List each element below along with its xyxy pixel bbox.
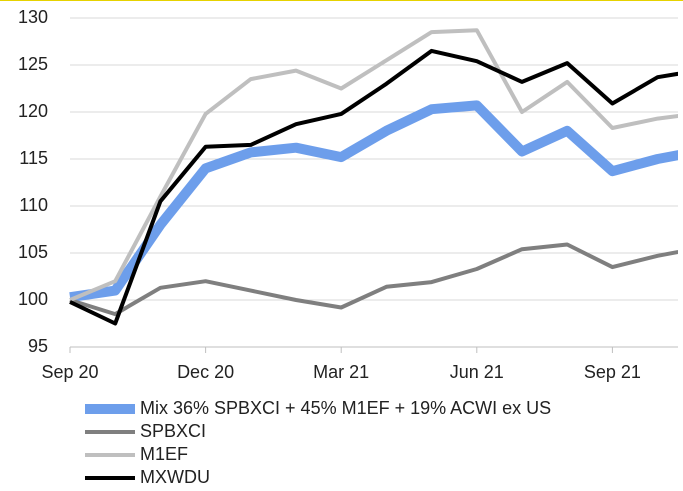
y-tick-label: 115 xyxy=(19,148,48,168)
y-tick-label: 130 xyxy=(18,7,48,27)
legend-label: Mix 36% SPBXCI + 45% M1EF + 19% ACWI ex … xyxy=(140,398,551,418)
plot-area xyxy=(69,28,678,326)
series-line xyxy=(69,48,678,326)
legend-label: SPBXCI xyxy=(140,421,206,441)
series-line xyxy=(69,100,678,303)
x-tick-label: Sep 20 xyxy=(41,362,98,382)
legend-label: M1EF xyxy=(140,444,188,464)
y-tick-label: 95 xyxy=(28,336,48,356)
y-tick-label: 125 xyxy=(18,54,48,74)
y-tick-label: 100 xyxy=(18,289,48,309)
y-tick-label: 110 xyxy=(19,195,48,215)
series-line xyxy=(69,242,678,317)
y-tick-label: 105 xyxy=(18,242,48,262)
legend-label: MXWDU xyxy=(140,467,210,487)
x-tick-label: Dec 20 xyxy=(177,362,234,382)
series-line xyxy=(69,28,678,302)
y-tick-label: 120 xyxy=(18,101,48,121)
x-tick-label: Sep 21 xyxy=(584,362,641,382)
x-tick-label: Jun 21 xyxy=(450,362,504,382)
labels: 95 100 105 110 115 120 125 130 Sep 20 Dec 20 Mar 2… xyxy=(18,7,641,487)
x-tick-label: Mar 21 xyxy=(313,362,369,382)
